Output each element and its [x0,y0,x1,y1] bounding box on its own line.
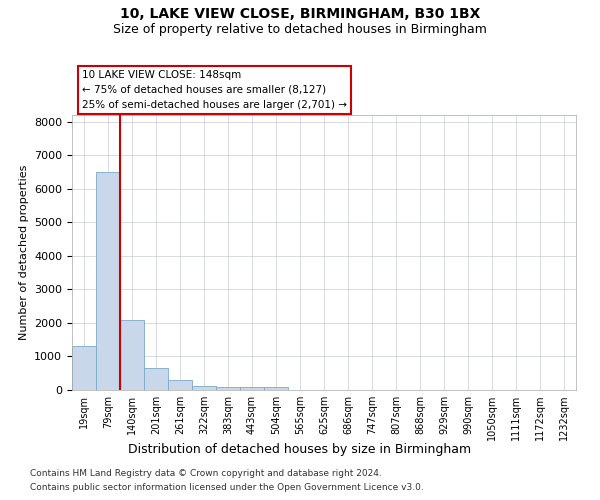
Text: Distribution of detached houses by size in Birmingham: Distribution of detached houses by size … [128,442,472,456]
Text: Size of property relative to detached houses in Birmingham: Size of property relative to detached ho… [113,22,487,36]
Bar [264,388,288,390]
Text: 10, LAKE VIEW CLOSE, BIRMINGHAM, B30 1BX: 10, LAKE VIEW CLOSE, BIRMINGHAM, B30 1BX [120,8,480,22]
Bar [192,386,216,390]
Bar [216,388,240,390]
Bar [120,320,144,390]
Text: Contains public sector information licensed under the Open Government Licence v3: Contains public sector information licen… [30,484,424,492]
Bar [144,368,168,390]
Bar [168,380,192,390]
Bar [72,346,96,390]
Y-axis label: Number of detached properties: Number of detached properties [19,165,29,340]
Text: 10 LAKE VIEW CLOSE: 148sqm
← 75% of detached houses are smaller (8,127)
25% of s: 10 LAKE VIEW CLOSE: 148sqm ← 75% of deta… [82,70,347,110]
Bar [96,172,120,390]
Bar [240,388,264,390]
Text: Contains HM Land Registry data © Crown copyright and database right 2024.: Contains HM Land Registry data © Crown c… [30,468,382,477]
